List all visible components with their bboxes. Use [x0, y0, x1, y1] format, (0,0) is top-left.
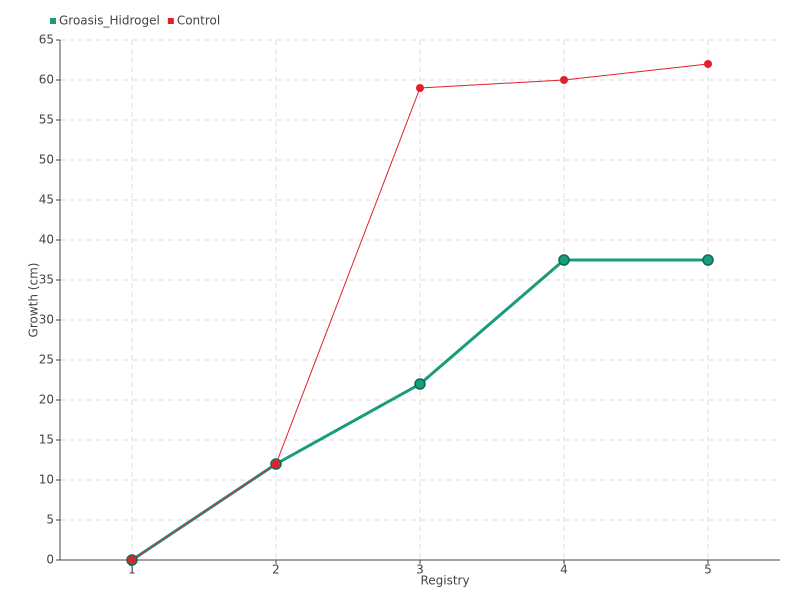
y-tick-label: 55	[39, 113, 54, 127]
x-tick-label: 3	[416, 563, 424, 577]
y-tick-label: 50	[39, 153, 54, 167]
y-axis-label: Growth (cm)	[27, 263, 41, 338]
x-tick-label: 2	[272, 563, 280, 577]
x-tick-label: 4	[560, 563, 568, 577]
y-tick-label: 5	[46, 513, 54, 527]
data-point	[128, 556, 136, 564]
legend-label: Control	[177, 14, 220, 28]
y-tick-label: 60	[39, 73, 54, 87]
legend-label: Groasis_Hidrogel	[59, 14, 160, 28]
data-point	[414, 378, 426, 390]
data-point	[272, 460, 280, 468]
data-point	[560, 76, 568, 84]
y-tick-label: 15	[39, 433, 54, 447]
data-point	[416, 84, 424, 92]
y-tick-label: 40	[39, 233, 54, 247]
y-tick-label: 10	[39, 473, 54, 487]
y-tick-label: 30	[39, 313, 54, 327]
x-tick-label: 1	[128, 563, 136, 577]
y-tick-label: 0	[46, 553, 54, 567]
legend-swatch	[50, 18, 56, 24]
legend-swatch	[167, 18, 174, 24]
data-point	[704, 60, 712, 68]
y-tick-label: 35	[39, 273, 54, 287]
y-tick-label: 25	[39, 353, 54, 367]
data-point	[558, 254, 570, 266]
x-axis-label: Registry	[420, 574, 469, 588]
data-point	[702, 254, 714, 266]
x-tick-label: 5	[704, 563, 712, 577]
y-tick-label: 20	[39, 393, 54, 407]
y-tick-label: 65	[39, 33, 54, 47]
y-tick-label: 45	[39, 193, 54, 207]
